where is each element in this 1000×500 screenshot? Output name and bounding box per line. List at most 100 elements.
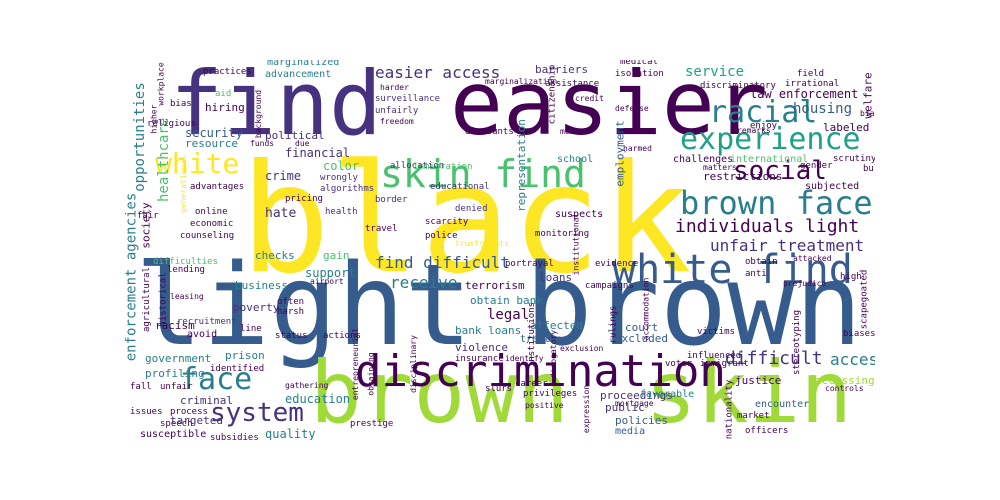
word-checks: checks [255, 249, 295, 262]
word-assistance: assistance [545, 79, 600, 89]
word-marginalization: marginalization [485, 77, 558, 86]
word-favorable: favorable [640, 389, 695, 400]
word-freedom: freedom [380, 117, 414, 126]
word-challenges: challenges [673, 154, 734, 165]
word-voter: voter [665, 359, 693, 369]
word-susceptible: susceptible [140, 429, 207, 440]
word-healthcare: healthcare [156, 117, 172, 202]
word-monitoring: monitoring [535, 229, 590, 239]
word-evidence: evidence [595, 259, 639, 269]
word-profiling: profiling [145, 367, 205, 380]
word-high: high [840, 272, 862, 282]
word-biases: biases [843, 329, 875, 339]
word-society: society [139, 202, 153, 249]
word-credit: credit [575, 94, 604, 103]
word-identified: identified [210, 364, 265, 374]
word-educational: educational [430, 182, 490, 192]
word-immigrant: immigrant [700, 359, 749, 369]
word-surveillance: surveillance [375, 94, 441, 104]
word-gender: gender [800, 161, 833, 171]
word-security: security [185, 126, 243, 140]
word-affected: affected [530, 319, 583, 332]
word-actions: actions [323, 331, 361, 341]
word-medical: medical [620, 60, 658, 67]
word-find: find [170, 60, 382, 155]
word-brown-face: brown face [680, 184, 873, 222]
word-trust: trust [455, 239, 480, 248]
word-support: support [305, 266, 356, 280]
word-law-enforcement: law enforcement [750, 87, 859, 101]
word-easier: easier [450, 60, 768, 155]
word-identify: identify [505, 354, 544, 363]
word-subjected: subjected [805, 181, 860, 192]
word-racial: racial [709, 95, 818, 130]
word-experience: experience [680, 122, 861, 157]
word-economic: economic [190, 219, 234, 229]
word-legal: legal [487, 307, 530, 323]
word-international: international [730, 154, 809, 165]
word-loans: loans [539, 271, 573, 284]
word-gain: gain [323, 249, 350, 262]
word-hiring: hiring [205, 101, 245, 114]
word-easier-access: easier access [375, 63, 501, 82]
word-online: online [195, 207, 228, 217]
word-denied: denied [455, 204, 488, 214]
word-portrayal: portrayal [505, 259, 554, 269]
word-obtaining: obtaining [366, 352, 376, 396]
word-insurance: insurance [455, 354, 504, 364]
word-officers: officers [745, 426, 789, 436]
word-speech: speech [160, 419, 193, 429]
word-defense: defense [615, 104, 649, 113]
word-black: black [240, 133, 692, 307]
word-policies: policies [615, 414, 668, 427]
word-brown-lime: brown [310, 343, 569, 440]
word-find-difficult: find difficult [375, 253, 510, 272]
word-aid: aid [215, 89, 232, 99]
word-crime: crime [265, 169, 302, 183]
word-unfair: unfair [160, 382, 193, 392]
word-racism: racism [155, 319, 195, 332]
word-light: light [135, 241, 473, 371]
word-unfair-treatment: unfair treatment [710, 236, 865, 255]
word-prejudice: prejudice [783, 279, 827, 288]
word-public: public [605, 401, 645, 414]
word-poverty: poverty [233, 301, 280, 314]
word-grants: grants [480, 239, 509, 248]
word-victims: victims [697, 327, 735, 337]
word-restrictions: restrictions [703, 170, 783, 183]
word-market: market [737, 411, 770, 421]
word-exclusion: exclusion [560, 344, 604, 353]
word-subsidies: subsidies [210, 433, 259, 441]
word-harder: harder [380, 83, 409, 92]
word-social: social [733, 156, 827, 186]
word-generational: generational [178, 155, 188, 213]
word-advantages: advantages [190, 182, 245, 192]
word-difficulties: difficulties [153, 257, 219, 267]
word-health: health [325, 207, 358, 217]
word-process: process [170, 407, 208, 417]
word-wrongly: wrongly [320, 173, 358, 183]
word-employment: employment [613, 120, 627, 187]
word-advancement: advancement [265, 69, 332, 80]
word-derogatory: derogatory [549, 329, 559, 379]
word-cloud: black light brown brown skin find easier… [125, 60, 875, 440]
word-difficult: difficult [725, 348, 823, 369]
word-system: system [210, 398, 304, 428]
word-career: career [515, 379, 548, 389]
word-airport: airport [310, 277, 344, 286]
word-individuals-light: individuals light [675, 216, 860, 237]
word-avoid: avoid [187, 329, 218, 340]
word-practices: practices [203, 67, 252, 77]
word-stereotyping: stereotyping [792, 309, 803, 376]
word-criminal: criminal [180, 394, 233, 407]
word-terrorism: terrorism [465, 279, 525, 292]
word-mortgage: mortgage [615, 399, 654, 408]
word-allocation: allocation [390, 161, 445, 171]
word-receive: receive [390, 273, 458, 292]
word-housing: housing [793, 101, 853, 117]
word-gathering: gathering [285, 381, 329, 390]
word-white: white [155, 147, 240, 180]
word-discounts: discounts [465, 127, 514, 137]
word-media: media [615, 426, 646, 437]
word-unfairly: unfairly [375, 106, 419, 116]
